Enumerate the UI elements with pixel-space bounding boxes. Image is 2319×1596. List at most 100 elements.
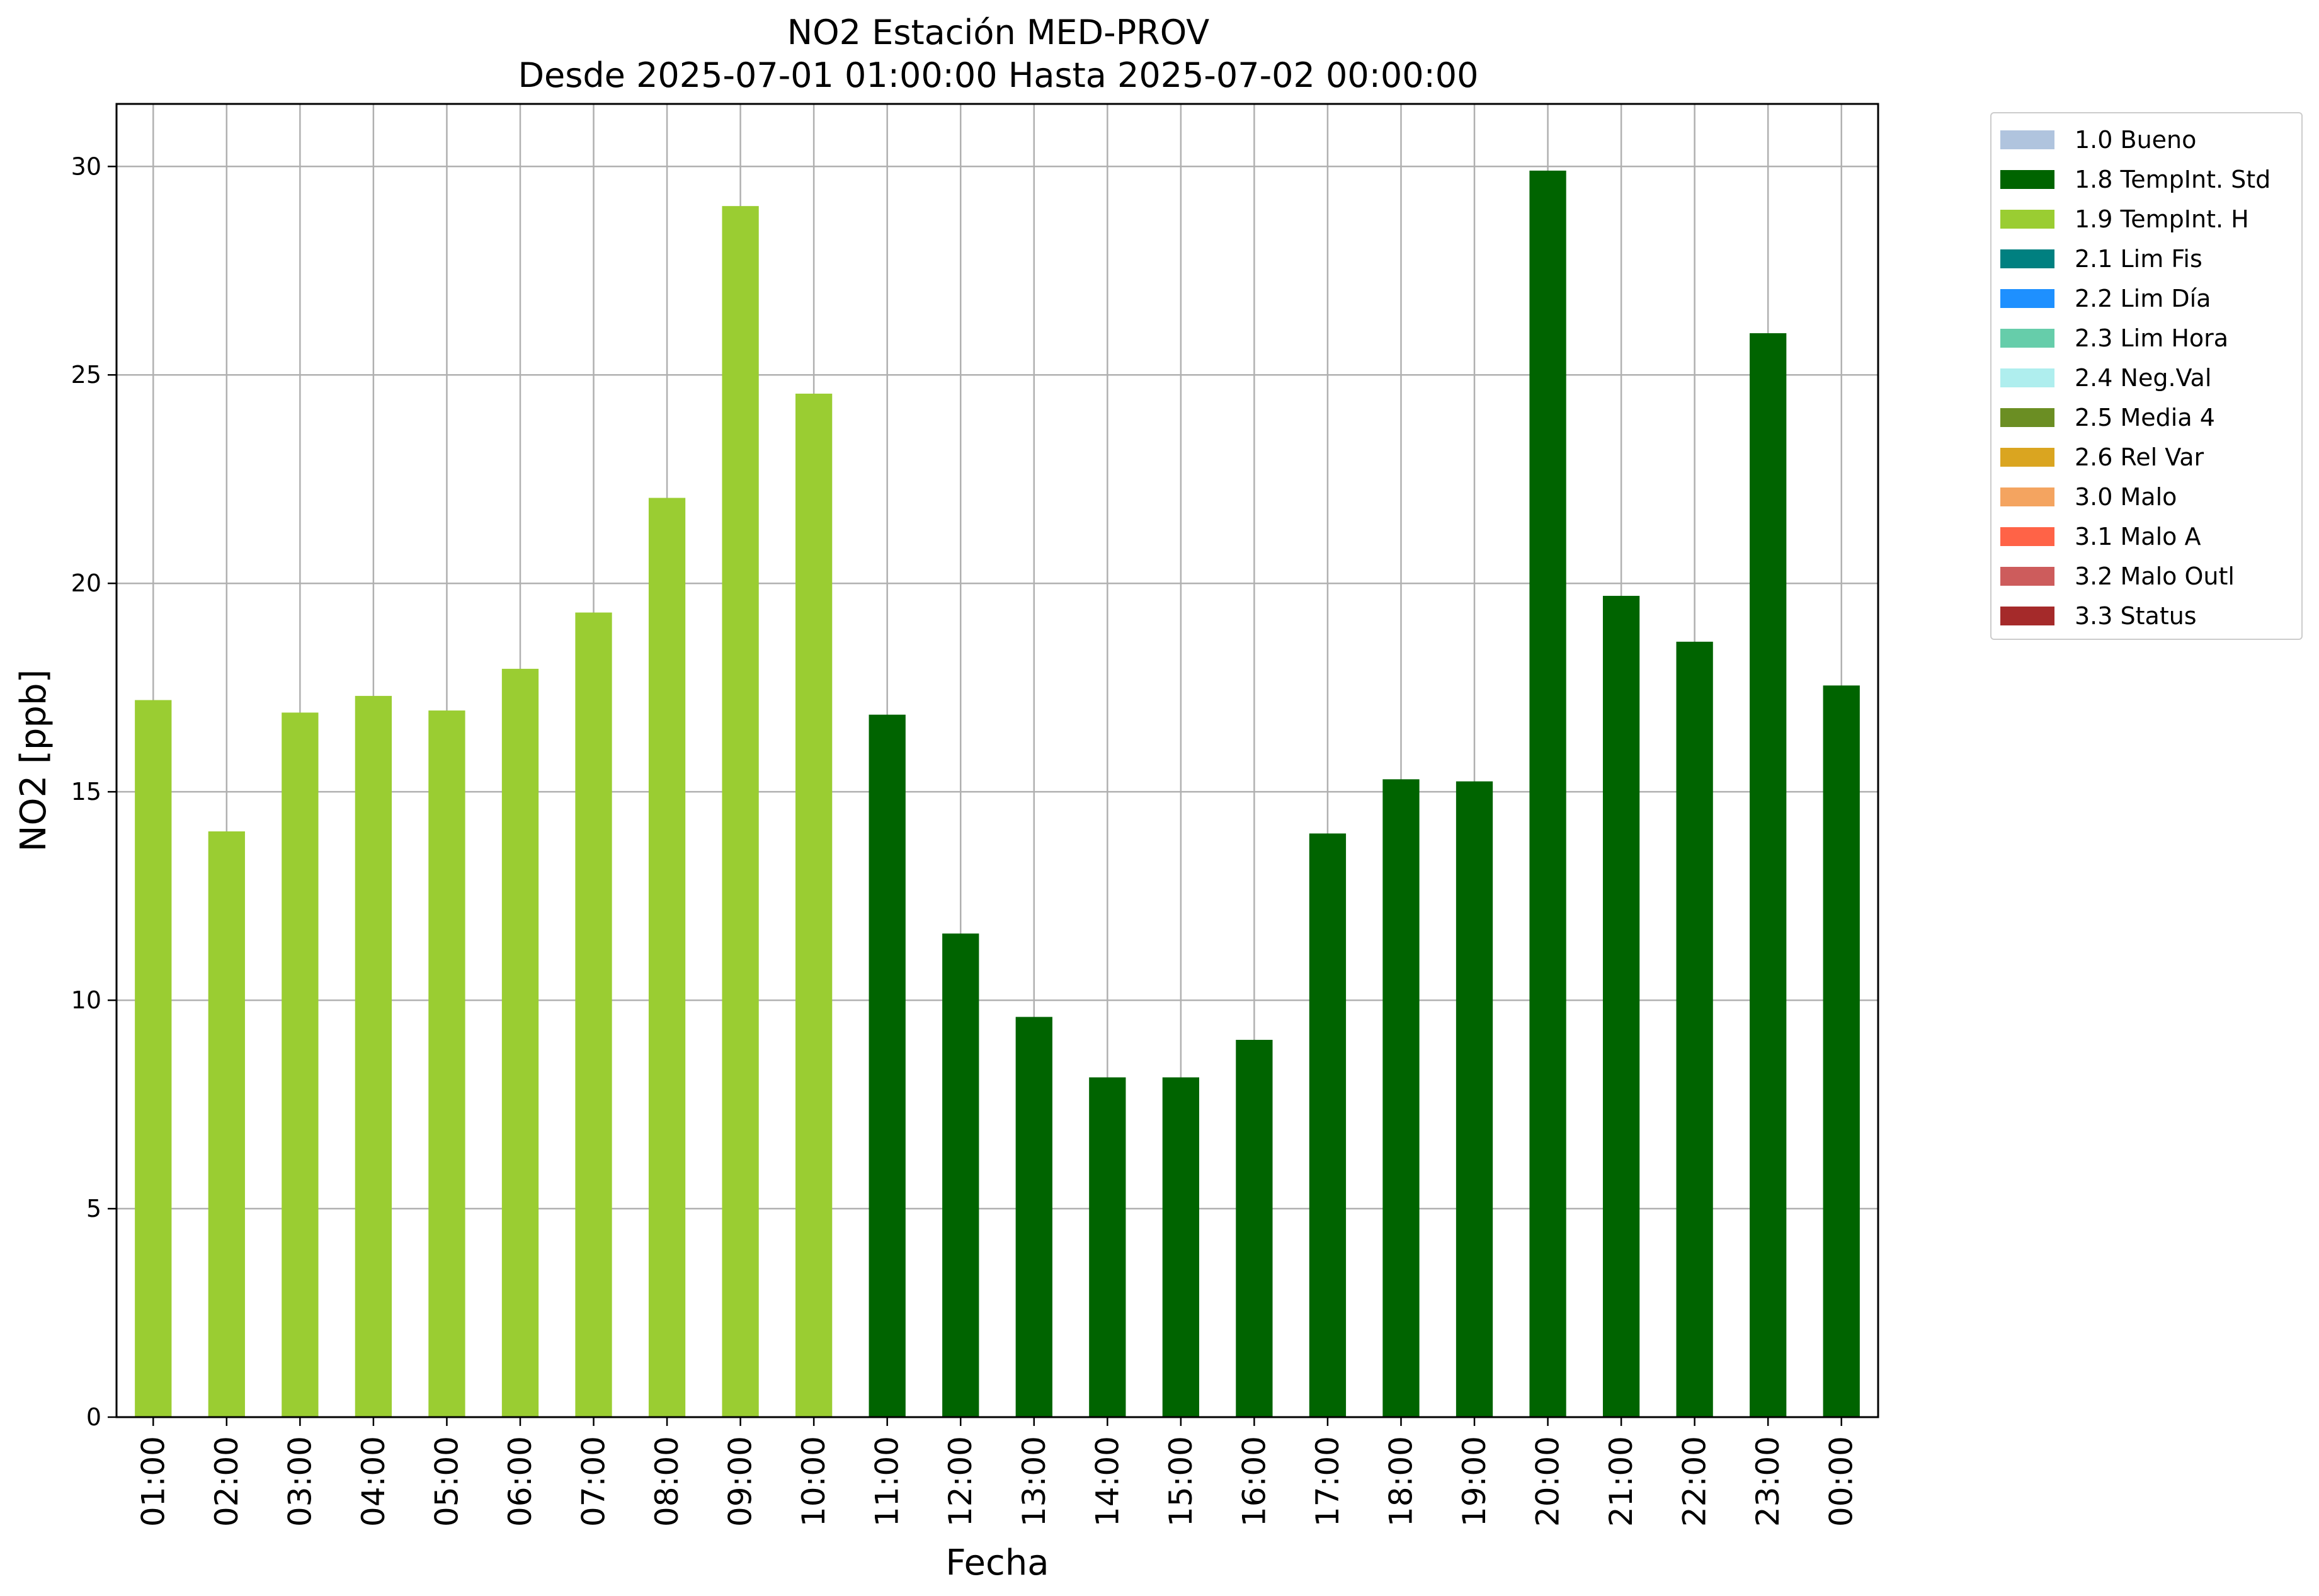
x-tick-label: 07:00 bbox=[576, 1436, 612, 1527]
legend-label: 3.3 Status bbox=[2075, 602, 2197, 630]
chart-title: NO2 Estación MED-PROV bbox=[787, 13, 1210, 52]
bar-18:00 bbox=[1382, 779, 1420, 1417]
legend-swatch bbox=[2000, 408, 2054, 427]
x-tick-label: 18:00 bbox=[1382, 1436, 1419, 1527]
legend-label: 1.9 TempInt. H bbox=[2075, 205, 2249, 233]
legend-swatch bbox=[2000, 289, 2054, 308]
x-tick-label: 19:00 bbox=[1456, 1436, 1493, 1527]
y-tick-label: 0 bbox=[86, 1403, 101, 1431]
bar-09:00 bbox=[722, 206, 759, 1418]
y-tick-label: 20 bbox=[71, 569, 101, 597]
x-tick-label: 15:00 bbox=[1163, 1436, 1199, 1527]
bar-02:00 bbox=[208, 831, 245, 1417]
x-tick-label: 22:00 bbox=[1677, 1436, 1713, 1527]
x-tick-label: 08:00 bbox=[649, 1436, 685, 1527]
bar-23:00 bbox=[1750, 333, 1787, 1417]
bar-05:00 bbox=[428, 710, 465, 1417]
legend-swatch bbox=[2000, 170, 2054, 189]
legend-swatch bbox=[2000, 249, 2054, 268]
legend-swatch bbox=[2000, 487, 2054, 506]
legend-label: 2.1 Lim Fis bbox=[2075, 245, 2202, 273]
legend-item-1.9: 1.9 TempInt. H bbox=[2000, 205, 2249, 233]
y-tick-label: 5 bbox=[86, 1195, 101, 1223]
legend-label: 2.5 Media 4 bbox=[2075, 404, 2215, 431]
legend-swatch bbox=[2000, 210, 2054, 229]
legend-item-2.4: 2.4 Neg.Val bbox=[2000, 364, 2212, 392]
chart-subtitle: Desde 2025-07-01 01:00:00 Hasta 2025-07-… bbox=[518, 55, 1479, 95]
legend-item-2.2: 2.2 Lim Día bbox=[2000, 285, 2211, 312]
legend-item-1.8: 1.8 TempInt. Std bbox=[2000, 166, 2271, 193]
x-tick-label: 10:00 bbox=[795, 1436, 832, 1527]
x-tick-label: 20:00 bbox=[1530, 1436, 1566, 1527]
legend-item-2.5: 2.5 Media 4 bbox=[2000, 404, 2215, 431]
legend-label: 2.3 Lim Hora bbox=[2075, 324, 2229, 352]
axes: 0 5 10 15 20 25 30 01:00 02:00 03:00 04:00 05:00 06:… bbox=[13, 103, 1879, 1583]
plot-frame bbox=[115, 103, 1879, 1418]
bars bbox=[135, 170, 1860, 1418]
legend-label: 3.0 Malo bbox=[2075, 483, 2177, 511]
x-tick-label: 14:00 bbox=[1089, 1436, 1125, 1527]
x-tick-label: 00:00 bbox=[1823, 1436, 1860, 1527]
legend: 1.0 Bueno 1.8 TempInt. Std 1.9 TempInt. H 2… bbox=[1990, 112, 2303, 640]
legend-swatch bbox=[2000, 567, 2054, 586]
x-tick-label: 09:00 bbox=[722, 1436, 759, 1527]
legend-swatch bbox=[2000, 130, 2054, 149]
legend-swatch bbox=[2000, 607, 2054, 625]
legend-item-2.6: 2.6 Rel Var bbox=[2000, 443, 2204, 471]
legend-item-3.0: 3.0 Malo bbox=[2000, 483, 2177, 511]
bar-12:00 bbox=[942, 933, 979, 1417]
legend-swatch bbox=[2000, 329, 2054, 348]
legend-label: 2.4 Neg.Val bbox=[2075, 364, 2212, 392]
legend-label: 2.6 Rel Var bbox=[2075, 443, 2204, 471]
x-tick-label: 01:00 bbox=[135, 1436, 171, 1527]
legend-item-2.1: 2.1 Lim Fis bbox=[2000, 245, 2202, 273]
legend-swatch bbox=[2000, 527, 2054, 546]
bar-17:00 bbox=[1309, 833, 1347, 1417]
bar-06:00 bbox=[501, 668, 539, 1417]
y-axis-label: NO2 [ppb] bbox=[13, 670, 54, 852]
x-tick-label: 02:00 bbox=[208, 1436, 245, 1527]
bar-15:00 bbox=[1162, 1077, 1199, 1417]
legend-item-3.1: 3.1 Malo A bbox=[2000, 523, 2201, 550]
legend-swatch bbox=[2000, 448, 2054, 467]
bar-19:00 bbox=[1456, 781, 1493, 1417]
x-tick-label: 13:00 bbox=[1016, 1436, 1052, 1527]
legend-label: 3.1 Malo A bbox=[2075, 523, 2201, 550]
legend-item-2.3: 2.3 Lim Hora bbox=[2000, 324, 2229, 352]
bar-16:00 bbox=[1236, 1039, 1273, 1417]
legend-item-3.2: 3.2 Malo Outl bbox=[2000, 562, 2235, 590]
x-tick-label: 21:00 bbox=[1603, 1436, 1639, 1527]
x-tick-label: 06:00 bbox=[502, 1436, 538, 1527]
x-tick-label: 05:00 bbox=[428, 1436, 465, 1527]
bar-21:00 bbox=[1602, 596, 1640, 1417]
bar-03:00 bbox=[282, 712, 319, 1417]
legend-label: 1.0 Bueno bbox=[2075, 126, 2197, 154]
bar-07:00 bbox=[575, 612, 612, 1417]
x-axis-label: Fecha bbox=[945, 1542, 1049, 1583]
legend-swatch bbox=[2000, 368, 2054, 387]
bar-14:00 bbox=[1089, 1077, 1126, 1417]
bar-04:00 bbox=[355, 695, 392, 1417]
y-tick-label: 30 bbox=[71, 152, 101, 180]
x-tick-label: 03:00 bbox=[282, 1436, 318, 1527]
bar-10:00 bbox=[795, 394, 833, 1417]
legend-item-1.0: 1.0 Bueno bbox=[2000, 126, 2197, 154]
legend-label: 2.2 Lim Día bbox=[2075, 285, 2211, 312]
bar-11:00 bbox=[869, 714, 906, 1417]
bar-22:00 bbox=[1676, 641, 1713, 1417]
legend-label: 1.8 TempInt. Std bbox=[2075, 166, 2271, 193]
legend-item-3.3: 3.3 Status bbox=[2000, 602, 2197, 630]
x-tick-label: 12:00 bbox=[942, 1436, 979, 1527]
bar-20:00 bbox=[1529, 170, 1566, 1417]
x-tick-label: 16:00 bbox=[1236, 1436, 1272, 1527]
x-tick-label: 11:00 bbox=[869, 1436, 906, 1527]
x-tick-label: 04:00 bbox=[355, 1436, 392, 1527]
y-tick-label: 15 bbox=[71, 778, 101, 806]
bar-08:00 bbox=[648, 498, 686, 1417]
y-tick-label: 25 bbox=[71, 361, 101, 389]
x-tick-label: 17:00 bbox=[1309, 1436, 1346, 1527]
bar-00:00 bbox=[1823, 685, 1860, 1417]
legend-label: 3.2 Malo Outl bbox=[2075, 562, 2235, 590]
bar-01:00 bbox=[135, 700, 172, 1417]
